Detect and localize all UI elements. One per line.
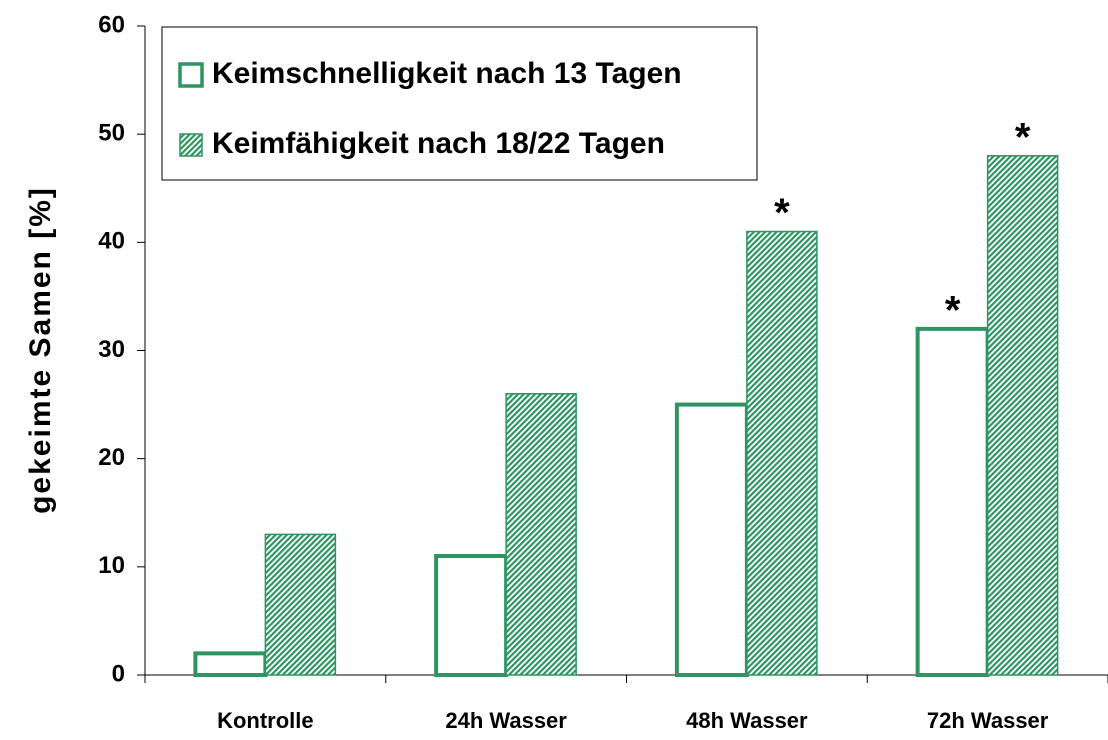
- x-tick-label: 72h Wasser: [927, 708, 1049, 733]
- y-tick-label: 20: [98, 444, 125, 471]
- bar: [264, 533, 337, 676]
- legend-label: Keimfähigkeit nach 18/22 Tagen: [212, 127, 665, 160]
- bar: [915, 326, 990, 677]
- bar: [505, 393, 577, 676]
- y-tick-label: 40: [98, 228, 125, 255]
- significance-marker: *: [1015, 115, 1031, 159]
- bar: [434, 554, 509, 677]
- legend-label: Keimschnelligkeit nach 13 Tagen: [212, 57, 682, 90]
- significance-marker: *: [945, 288, 961, 332]
- y-tick-label: 10: [98, 552, 125, 579]
- x-tick-label: 24h Wasser: [445, 708, 567, 733]
- legend-swatch: [178, 62, 204, 88]
- bar: [193, 651, 268, 677]
- bar: [674, 402, 749, 677]
- legend-swatch: [179, 133, 203, 157]
- bar: [986, 155, 1059, 676]
- y-tick-label: 30: [98, 336, 125, 363]
- x-tick-label: 48h Wasser: [686, 708, 808, 733]
- y-tick-label: 50: [98, 120, 125, 147]
- y-tick-label: 0: [112, 660, 125, 687]
- significance-marker: *: [774, 191, 790, 235]
- bar: [746, 230, 818, 676]
- y-axis-label: gekeimte Samen [%]: [24, 186, 57, 514]
- y-tick-label: 60: [98, 11, 125, 38]
- x-tick-label: Kontrolle: [217, 708, 314, 733]
- legend-box: [161, 26, 758, 181]
